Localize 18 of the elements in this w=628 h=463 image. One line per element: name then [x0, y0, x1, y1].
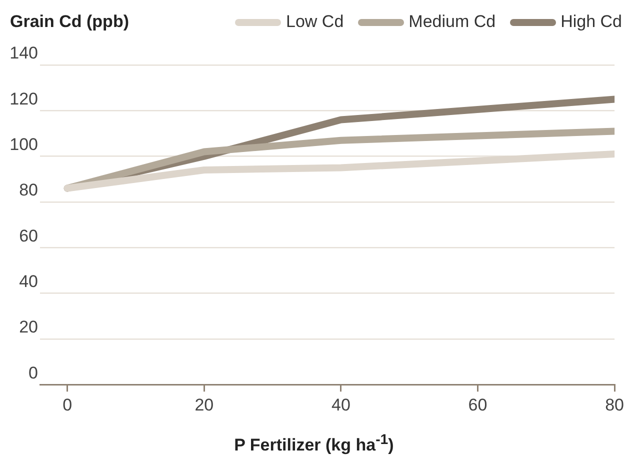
y-tick-label: 20	[19, 318, 38, 337]
chart-title: Grain Cd (ppb)	[10, 12, 129, 32]
x-tick-label: 80	[605, 395, 624, 414]
y-tick-label: 40	[19, 272, 38, 291]
x-tick-label: 40	[331, 395, 350, 414]
legend-label: Medium Cd	[408, 12, 496, 32]
x-axis-title: P Fertilizer (kg ha$^{-1}$)	[233, 432, 395, 456]
x-tick-label: 20	[194, 395, 214, 414]
y-tick-label: 120	[10, 89, 38, 108]
y-tick-label: 60	[19, 226, 38, 246]
x-tick-label: 0	[62, 395, 72, 414]
y-tick-label: 80	[19, 180, 38, 200]
legend-label: High Cd	[560, 12, 622, 32]
legend-label: Low Cd	[286, 12, 344, 32]
x-tick-label: 60	[468, 395, 488, 414]
y-tick-label: 140	[10, 44, 38, 63]
y-tick-label: 100	[10, 135, 38, 154]
y-tick-label: 0	[28, 363, 38, 382]
